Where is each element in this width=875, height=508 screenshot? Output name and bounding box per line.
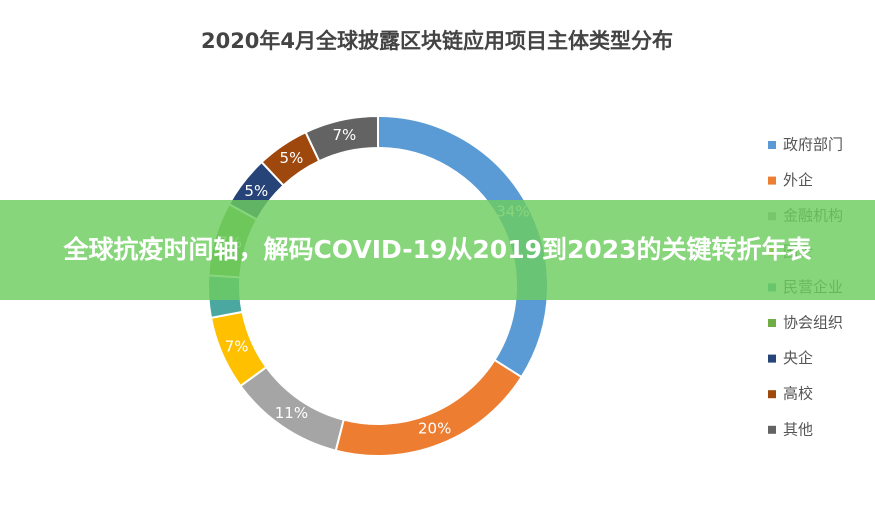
- legend-marker: [768, 425, 776, 434]
- legend-marker: [768, 390, 776, 399]
- data-label: 5%: [244, 182, 268, 200]
- legend-marker: [768, 176, 776, 185]
- data-label: 11%: [275, 404, 308, 422]
- data-label: 5%: [280, 149, 304, 167]
- legend-label: 协会组织: [783, 314, 843, 332]
- legend-label: 其他: [783, 420, 813, 438]
- legend-label: 外企: [783, 171, 813, 189]
- donut-slice: [334, 358, 523, 457]
- banner-title: 全球抗疫时间轴，解码COVID-19从2019到2023的关键转折年表: [63, 235, 812, 264]
- chart-title: 2020年4月全球披露区块链应用项目主体类型分布: [201, 29, 673, 53]
- legend-label: 高校: [783, 385, 813, 403]
- donut-slice: [304, 114, 379, 163]
- legend-marker: [768, 354, 776, 363]
- banner: 全球抗疫时间轴，解码COVID-19从2019到2023的关键转折年表: [0, 200, 875, 300]
- data-label: 7%: [333, 126, 357, 144]
- legend-label: 政府部门: [783, 136, 843, 154]
- data-label: 7%: [225, 338, 249, 356]
- legend-marker: [768, 141, 776, 149]
- legend-label: 央企: [783, 349, 813, 367]
- legend-marker: [768, 319, 776, 327]
- data-label: 20%: [418, 420, 451, 438]
